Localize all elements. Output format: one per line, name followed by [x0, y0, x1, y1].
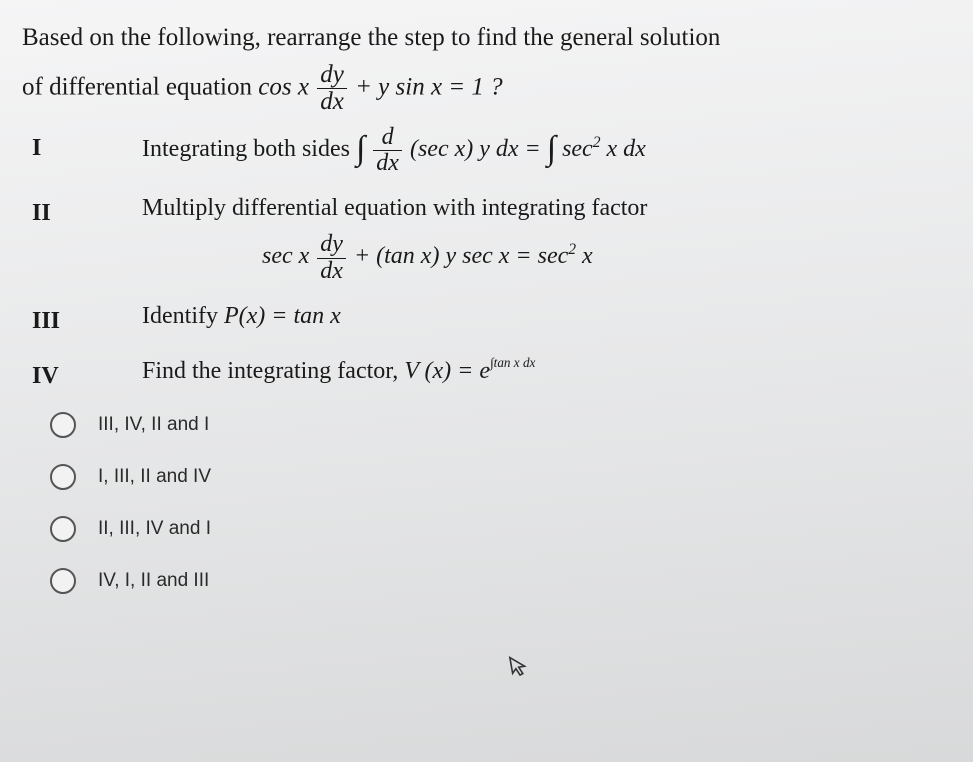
step-body-3: Identify P(x) = tan x — [142, 298, 341, 334]
dy-dx: dy dx — [317, 232, 346, 283]
step2-eq: sec x dy dx + (tan x) y sec x = sec2 x — [142, 232, 647, 283]
frac-num: dy — [317, 232, 346, 258]
radio-icon[interactable] — [50, 412, 76, 438]
stem-line2-prefix: of differential equation — [22, 73, 258, 100]
step-row: I Integrating both sides ∫ d dx (sec x) … — [22, 125, 951, 176]
option-label: I, III, II and IV — [98, 466, 211, 488]
option-row[interactable]: II, III, IV and I — [50, 516, 951, 542]
step2-lead: Multiply differential equation with inte… — [142, 195, 647, 221]
eq-rest: + y sin x = 1 ? — [355, 73, 503, 100]
options-list: III, IV, II and I I, III, II and IV II, … — [22, 412, 951, 594]
option-label: II, III, IV and I — [98, 518, 211, 540]
radio-icon[interactable] — [50, 516, 76, 542]
option-row[interactable]: III, IV, II and I — [50, 412, 951, 438]
option-label: IV, I, II and III — [98, 570, 209, 592]
step-row: II Multiply differential equation with i… — [22, 190, 951, 283]
integral-icon: ∫ — [356, 123, 365, 174]
step-row: III Identify P(x) = tan x — [22, 298, 951, 335]
step3-eq: P(x) = tan x — [224, 303, 341, 329]
step4-lead: Find the integrating factor, — [142, 358, 404, 384]
radio-icon[interactable] — [50, 568, 76, 594]
step-body-1: Integrating both sides ∫ d dx (sec x) y … — [142, 125, 646, 176]
step-body-2: Multiply differential equation with inte… — [142, 190, 647, 283]
step-body-4: Find the integrating factor, V (x) = e∫t… — [142, 353, 535, 389]
step-label-4: IV — [22, 353, 142, 390]
frac-num: dy — [317, 62, 347, 89]
eq-dy-dx: dy dx — [317, 62, 347, 116]
secx: sec x — [262, 244, 315, 270]
step1-rhs-b: x dx — [607, 136, 646, 162]
step1-lead: Integrating both sides — [142, 136, 356, 162]
step-label-2: II — [22, 190, 142, 227]
option-label: III, IV, II and I — [98, 414, 209, 436]
eq-cos: cos — [258, 73, 291, 100]
sup-2: 2 — [593, 134, 601, 151]
step-label-3: III — [22, 298, 142, 335]
step4-V: V (x) = e — [404, 358, 490, 384]
cursor-icon — [508, 652, 533, 685]
d-dx: d dx — [373, 125, 402, 176]
frac-den: dx — [317, 259, 346, 284]
option-row[interactable]: I, III, II and IV — [50, 464, 951, 490]
stem-line1: Based on the following, rearrange the st… — [22, 24, 720, 51]
exp-tail: tan x dx — [494, 355, 536, 370]
frac-num: d — [373, 125, 402, 151]
step3-lead: Identify — [142, 303, 224, 329]
frac-den: dx — [373, 151, 402, 176]
step2-tail: x — [582, 244, 593, 270]
radio-icon[interactable] — [50, 464, 76, 490]
question-sheet: Based on the following, rearrange the st… — [0, 0, 973, 762]
step-label-1: I — [22, 125, 142, 162]
frac-den: dx — [317, 89, 347, 115]
step1-rhs-a: sec — [562, 136, 593, 162]
question-stem: Based on the following, rearrange the st… — [22, 14, 951, 115]
step-row: IV Find the integrating factor, V (x) = … — [22, 353, 951, 390]
eq-x: x — [298, 73, 309, 100]
step4-exp: ∫tan x dx — [490, 353, 535, 373]
step1-lhs-tail: (sec x) y dx = — [410, 136, 547, 162]
step2-mid: + (tan x) y sec x = sec — [354, 244, 568, 270]
steps-list: I Integrating both sides ∫ d dx (sec x) … — [22, 125, 951, 390]
option-row[interactable]: IV, I, II and III — [50, 568, 951, 594]
sup-2: 2 — [568, 242, 576, 259]
integral-icon: ∫ — [547, 123, 556, 174]
